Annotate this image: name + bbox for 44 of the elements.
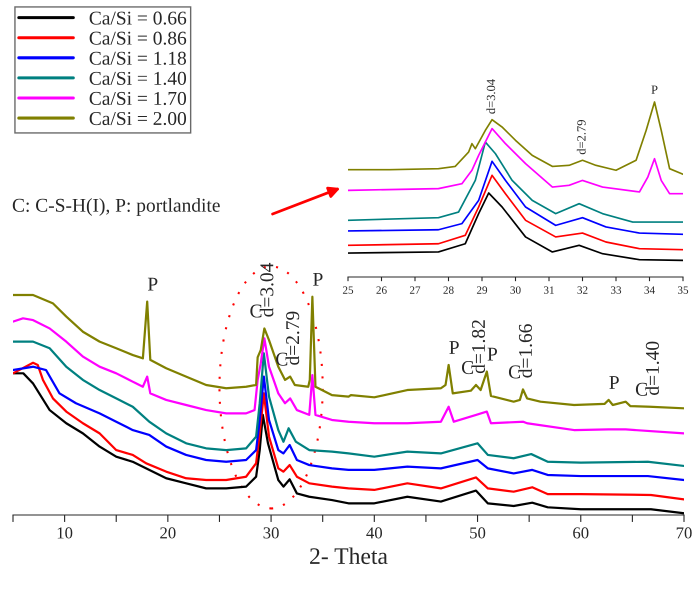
annotation: C <box>276 352 288 366</box>
annotation: d=3.04 <box>486 79 496 114</box>
annotation: d=1.66 <box>518 324 532 378</box>
x-tick-label: 20 <box>160 527 176 539</box>
legend-label: Ca/Si = 2.00 <box>90 112 186 126</box>
annotation: d=2.79 <box>576 120 586 154</box>
x-tick-label: 30 <box>264 527 279 539</box>
annotation: P <box>609 376 619 389</box>
x-tick-label: 32 <box>577 286 588 294</box>
x-tick-label: 34 <box>644 286 655 294</box>
annotation: C <box>508 365 520 378</box>
x-tick-label: 30 <box>510 286 521 294</box>
x-tick-label: 40 <box>366 527 382 539</box>
annotation: d=1.82 <box>471 320 486 374</box>
annotation: d=1.40 <box>645 342 660 395</box>
x-axis-title: 2- Theta <box>310 547 388 564</box>
x-tick-label: 27 <box>410 286 420 294</box>
x-tick-label: 25 <box>342 286 354 294</box>
legend-label: Ca/Si = 1.18 <box>90 52 186 65</box>
text: C: C-S-H(I), P: portlandite <box>12 198 220 216</box>
annotation: C <box>250 304 262 318</box>
legend-label: Ca/Si = 0.86 <box>90 32 186 45</box>
annotation: d=2.79 <box>286 312 300 365</box>
annotation: P <box>651 86 658 94</box>
x-tick-label: 50 <box>470 527 486 539</box>
annotation: C <box>636 382 648 396</box>
x-tick-label: 28 <box>443 286 454 294</box>
x-tick-label: 31 <box>544 286 554 294</box>
annotation: P <box>488 348 498 360</box>
x-tick-label: 70 <box>676 527 692 539</box>
annotation: P <box>449 341 459 354</box>
annotation: P <box>148 278 158 291</box>
legend-label: Ca/Si = 0.66 <box>90 12 186 25</box>
legend-label: Ca/Si = 1.70 <box>90 92 186 106</box>
annotation: C <box>462 361 474 374</box>
x-tick-label: 10 <box>58 527 72 539</box>
x-tick-label: 60 <box>573 527 588 539</box>
legend-label: Ca/Si = 1.40 <box>90 72 186 85</box>
annotation: P <box>313 272 323 286</box>
x-tick-label: 26 <box>376 286 387 294</box>
x-tick-label: 35 <box>678 286 688 294</box>
x-tick-label: 33 <box>610 286 622 294</box>
annotation: d=3.04 <box>260 262 274 317</box>
x-tick-label: 29 <box>476 286 488 294</box>
